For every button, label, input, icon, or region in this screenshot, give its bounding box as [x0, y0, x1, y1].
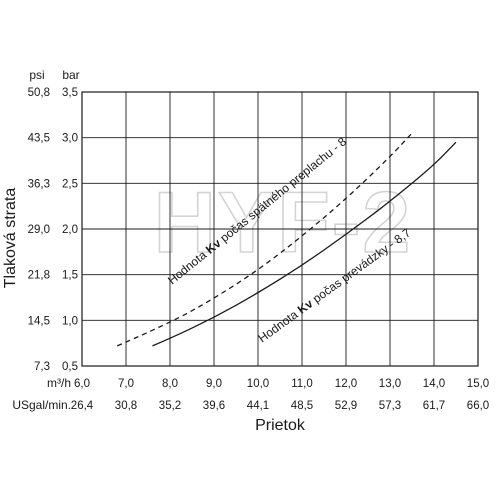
x-tick-label-secondary: 52,9	[335, 400, 357, 412]
y-axis-title: Tlaková strata	[2, 188, 19, 289]
x-tick-label-secondary: 39,6	[203, 400, 225, 412]
x-tick-label: 12,0	[335, 378, 357, 390]
operation-kv-curve	[152, 141, 457, 347]
y-tick-label: 3,0	[62, 133, 78, 145]
x-tick-label: 11,0	[291, 378, 313, 390]
x-tick-label: 9,0	[206, 378, 222, 390]
y-tick-label: 2,5	[62, 178, 78, 190]
x-tick-label-secondary: 57,3	[379, 400, 401, 412]
y-tick-label-secondary: 29,0	[28, 224, 50, 236]
operation-label-prefix: Hodnota	[256, 305, 304, 345]
x-tick-label: 14,0	[423, 378, 445, 390]
plot-frame	[81, 91, 479, 367]
x-tick-label: 10,0	[247, 378, 269, 390]
y-unit-primary: bar	[62, 68, 79, 82]
y-unit-secondary: psi	[29, 68, 44, 82]
tick-labels: 6,0 26,4 7,0 30,8 8,0 35,2 9,0 39,6 10,0 44,1 11,0…	[28, 87, 490, 412]
grid	[82, 92, 478, 366]
x-tick-label-secondary: 26,4	[71, 400, 94, 412]
y-tick-label-secondary: 21,8	[28, 270, 50, 282]
x-tick-label: 15,0	[467, 378, 489, 390]
x-tick-label-secondary: 66,0	[467, 400, 489, 412]
y-tick-label: 1,5	[62, 270, 78, 282]
y-tick-label: 3,5	[62, 87, 78, 99]
x-tick-label: 13,0	[379, 378, 401, 390]
x-tick-label: 6,0	[74, 378, 90, 390]
watermark: HYF-2	[154, 175, 412, 271]
x-unit-primary: m³/h	[47, 376, 71, 390]
x-tick-label-secondary: 61,7	[423, 400, 445, 412]
y-tick-label-secondary: 7,3	[34, 361, 50, 373]
x-tick-label: 8,0	[162, 378, 178, 390]
y-tick-label-secondary: 36,3	[28, 178, 50, 190]
x-tick-label-secondary: 35,2	[159, 400, 181, 412]
y-tick-label-secondary: 50,8	[28, 87, 50, 99]
series-lines	[116, 132, 457, 347]
y-tick-label: 2,0	[62, 224, 78, 236]
x-tick-label-secondary: 44,1	[247, 400, 269, 412]
y-tick-label-secondary: 14,5	[28, 315, 50, 327]
y-tick-label-secondary: 43,5	[28, 133, 50, 145]
x-tick-label-secondary: 48,5	[291, 400, 313, 412]
x-tick-label: 7,0	[118, 378, 134, 390]
x-unit-secondary: USgal/min.	[12, 398, 71, 412]
y-tick-label: 1,0	[62, 315, 78, 327]
y-tick-label: 0,5	[62, 361, 78, 373]
x-tick-label-secondary: 30,8	[115, 400, 137, 412]
x-axis-title: Prietok	[255, 417, 306, 434]
